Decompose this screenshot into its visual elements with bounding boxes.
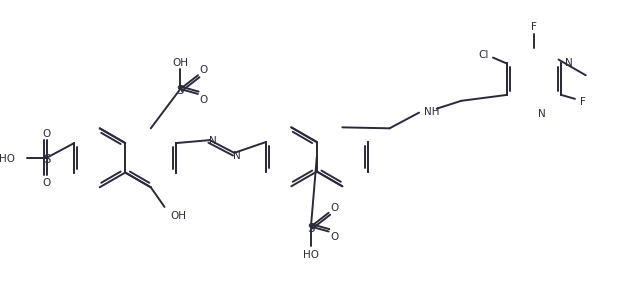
Text: O: O: [200, 95, 208, 105]
Text: O: O: [43, 178, 51, 188]
Text: F: F: [531, 22, 537, 32]
Text: NH: NH: [424, 107, 439, 117]
Text: O: O: [330, 232, 339, 242]
Text: OH: OH: [173, 57, 188, 67]
Text: OH: OH: [171, 211, 186, 221]
Text: N: N: [209, 136, 216, 146]
Text: O: O: [43, 129, 51, 139]
Text: O: O: [200, 65, 208, 75]
Text: N: N: [233, 151, 241, 161]
Text: Cl: Cl: [478, 50, 488, 60]
Text: N: N: [538, 109, 545, 119]
Text: N: N: [565, 57, 573, 67]
Text: HO: HO: [303, 250, 319, 260]
Text: S: S: [307, 222, 315, 235]
Text: S: S: [176, 84, 184, 97]
Text: HO: HO: [0, 154, 15, 164]
Text: O: O: [330, 203, 339, 213]
Text: F: F: [580, 97, 586, 107]
Text: S: S: [43, 153, 50, 166]
